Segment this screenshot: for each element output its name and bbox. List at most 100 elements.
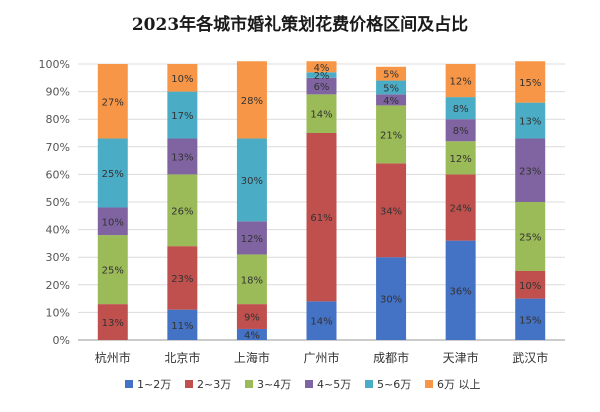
bar-segment: [515, 202, 546, 271]
bar-segment: [236, 304, 267, 329]
y-axis-ticks: 0% 10% 20% 30% 40% 50% 60% 70% 80% 90% 100%: [39, 58, 70, 347]
bar-segment: [167, 138, 198, 175]
legend-label: 2~3万: [197, 378, 231, 391]
data-label: 27%: [102, 97, 124, 108]
bar-segment: [306, 94, 337, 133]
bar-segment: [306, 301, 337, 340]
data-label: 9%: [244, 313, 260, 324]
category-label: 北京市: [164, 350, 200, 365]
data-label: 28%: [241, 96, 263, 107]
bar-segment: [236, 254, 267, 305]
legend-label: 4~5万: [317, 378, 351, 391]
data-label: 13%: [519, 117, 541, 128]
data-label: 14%: [310, 110, 332, 121]
data-label: 30%: [380, 295, 402, 306]
bar-segment: [376, 66, 407, 81]
category-label: 成都市: [373, 350, 409, 365]
data-label: 10%: [519, 281, 541, 292]
data-label: 25%: [102, 169, 124, 180]
bar-segment: [236, 328, 267, 340]
bar-segment: [167, 246, 198, 310]
y-tick-label: 90%: [46, 86, 70, 99]
category-label: 武汉市: [512, 350, 548, 365]
bar-segment: [236, 138, 267, 222]
data-label: 12%: [450, 154, 472, 165]
data-label: 4%: [383, 96, 399, 107]
bar-segment: [167, 174, 198, 247]
bar-segment: [306, 133, 337, 302]
data-label: 15%: [519, 315, 541, 326]
category-labels: 杭州市 北京市 上海市 广州市 成都市 天津市 武汉市: [95, 350, 548, 365]
data-label: 36%: [450, 286, 472, 297]
y-tick-label: 70%: [46, 141, 70, 154]
bar-segment: [236, 61, 267, 139]
bar-segment: [97, 304, 128, 340]
bar-segment: [515, 298, 546, 340]
legend-label: 1~2万: [137, 378, 171, 391]
bar-segment: [97, 64, 128, 139]
data-label: 15%: [519, 78, 541, 89]
bar-segment: [515, 102, 546, 139]
data-label: 61%: [310, 213, 332, 224]
category-label: 广州市: [303, 350, 339, 365]
data-label: 26%: [171, 206, 193, 217]
data-label: 13%: [102, 318, 124, 329]
bar-segment: [236, 221, 267, 255]
legend-swatch: [125, 380, 133, 388]
bar-segment: [306, 72, 337, 78]
bar-segment: [167, 91, 198, 139]
legend-swatch: [245, 380, 253, 388]
data-label: 25%: [102, 266, 124, 277]
legend-swatch: [185, 380, 193, 388]
data-label: 8%: [453, 104, 469, 115]
bar-segment: [445, 240, 476, 340]
category-label: 天津市: [443, 350, 479, 365]
data-label: 8%: [453, 126, 469, 137]
bar-segment: [97, 235, 128, 305]
y-tick-label: 20%: [46, 279, 70, 292]
y-tick-label: 80%: [46, 113, 70, 126]
legend-item: 6万 以上: [425, 378, 481, 391]
bar-segment: [376, 94, 407, 106]
bar-segment: [167, 64, 198, 92]
legend-item: 3~4万: [245, 378, 291, 391]
bar-segment: [97, 138, 128, 208]
bar-segment: [515, 271, 546, 299]
legend-item: 2~3万: [185, 378, 231, 391]
data-label: 12%: [241, 234, 263, 245]
legend-label: 3~4万: [257, 378, 291, 391]
y-tick-label: 60%: [46, 168, 70, 181]
legend-item: 1~2万: [125, 378, 171, 391]
y-tick-label: 40%: [46, 224, 70, 237]
bar-segment: [376, 80, 407, 95]
y-tick-label: 30%: [46, 251, 70, 264]
category-label: 杭州市: [95, 350, 131, 365]
data-label: 24%: [450, 204, 472, 215]
bar-segment: [445, 64, 476, 98]
legend-swatch: [365, 380, 373, 388]
data-label: 34%: [380, 206, 402, 217]
data-labels: 13% 25% 10% 25% 27% 11% 23% 26% 13% 17% 10% 4% 9% 18%…: [102, 63, 542, 342]
chart-title: 2023年各城市婚礼策划花费价格区间及占比: [132, 14, 468, 35]
legend: 1~2万 2~3万 3~4万 4~5万 5~6万 6万 以上: [125, 378, 481, 391]
legend-label: 6万 以上: [437, 378, 481, 391]
data-label: 30%: [241, 176, 263, 187]
bar-segment: [445, 174, 476, 241]
data-label: 10%: [102, 217, 124, 228]
bar-segment: [445, 141, 476, 175]
data-label: 4%: [244, 330, 260, 341]
bar-segment: [515, 61, 546, 103]
data-label: 6%: [314, 82, 330, 93]
data-label: 25%: [519, 233, 541, 244]
legend-label: 5~6万: [377, 378, 411, 391]
data-label: 4%: [314, 63, 330, 74]
data-label: 18%: [241, 275, 263, 286]
y-tick-label: 0%: [53, 334, 70, 347]
bars: [97, 61, 546, 340]
data-label: 2%: [314, 71, 330, 82]
y-tick-label: 50%: [46, 196, 70, 209]
legend-item: 4~5万: [305, 378, 351, 391]
category-label: 上海市: [234, 350, 270, 365]
bar-segment: [97, 207, 128, 236]
